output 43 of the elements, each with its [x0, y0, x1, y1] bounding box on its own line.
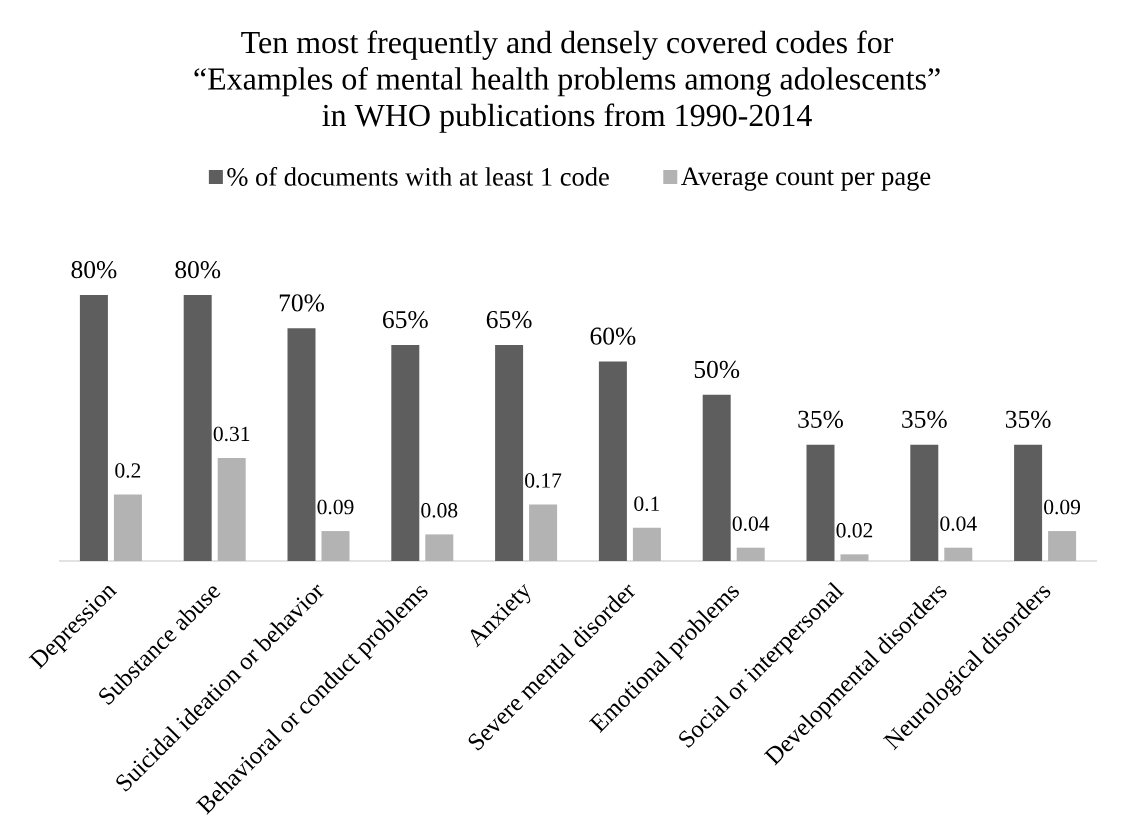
- data-label: 0.04: [732, 516, 770, 531]
- bar: [425, 534, 454, 561]
- data-label: 0.17: [525, 473, 562, 488]
- data-label: 65%: [486, 310, 532, 329]
- bar: [217, 457, 246, 561]
- bar: [183, 295, 212, 561]
- data-label: 0.09: [317, 499, 354, 515]
- data-label: 35%: [1005, 410, 1051, 428]
- data-label: 0.31: [213, 426, 250, 442]
- bar: [598, 361, 627, 561]
- bar: [79, 295, 108, 561]
- bar: [287, 328, 316, 561]
- data-label: 35%: [798, 410, 843, 428]
- bar: [1048, 531, 1077, 561]
- bar: [113, 494, 142, 561]
- bar: [1014, 444, 1043, 561]
- data-label: 0.04: [940, 516, 977, 531]
- bar: [944, 547, 973, 561]
- data-label: 70%: [279, 294, 324, 312]
- bar: [632, 527, 661, 561]
- data-label: 60%: [590, 327, 636, 345]
- data-label: 0.1: [634, 496, 660, 512]
- data-label: 0.02: [836, 523, 873, 538]
- legend-label: Average count per page: [681, 167, 931, 191]
- legend-label: % of documents with at least 1 code: [227, 166, 609, 186]
- data-label: 80%: [71, 261, 117, 279]
- bar: [529, 504, 558, 561]
- data-label: 35%: [902, 410, 947, 428]
- bar: [495, 344, 524, 561]
- bar: [736, 547, 765, 561]
- bar: [391, 344, 420, 561]
- bar: [806, 444, 835, 561]
- data-label: 80%: [175, 261, 221, 279]
- chart-title: Ten most frequently and densely covered codes for “Examples of mental health problems among adolescents” in WHO publications from 1990-2014: [194, 30, 940, 133]
- data-label: 0.09: [1044, 499, 1081, 515]
- bar: [840, 554, 869, 561]
- data-label: 0.2: [115, 463, 141, 478]
- bar: [702, 394, 731, 561]
- data-label: 50%: [694, 360, 740, 379]
- bar: [321, 531, 350, 561]
- data-label: 0.08: [421, 503, 458, 518]
- bar: [910, 444, 939, 561]
- data-label: 65%: [383, 310, 428, 329]
